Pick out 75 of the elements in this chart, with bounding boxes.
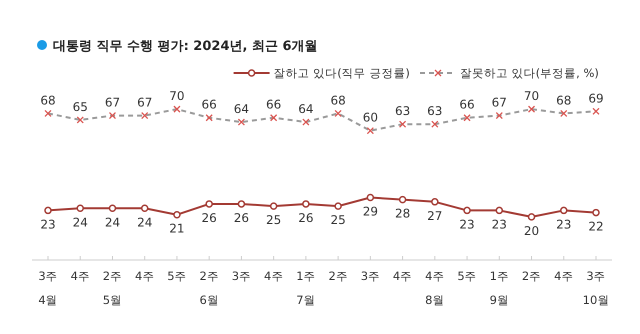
data-label: 63: [394, 104, 410, 118]
data-label: 23: [459, 217, 475, 232]
data-label: 68: [40, 93, 56, 108]
data-label: 28: [394, 206, 410, 221]
point: [238, 200, 246, 208]
data-label: 67: [137, 96, 152, 110]
data-label: 27: [427, 208, 442, 223]
data-label: 69: [588, 91, 604, 106]
data-label: 24: [137, 215, 152, 230]
x-tick-label: 1주 7월: [296, 269, 316, 307]
data-label: 25: [266, 213, 282, 228]
point: [334, 202, 342, 210]
x-tick-label: 3주: [232, 269, 252, 283]
point: [140, 204, 148, 212]
x-tick-label: 5주: [457, 269, 477, 283]
data-label: 68: [556, 93, 572, 108]
data-label: 70: [524, 89, 540, 104]
legend-label: 잘하고 있다(직무 긍정률): [274, 66, 410, 80]
point: [592, 208, 600, 216]
point: [496, 206, 504, 214]
data-label: 26: [234, 210, 250, 225]
data-label: 67: [104, 96, 120, 110]
data-label: 64: [298, 102, 314, 116]
point: [398, 196, 406, 204]
data-label: 23: [40, 217, 56, 232]
data-label: 68: [330, 93, 346, 108]
x-tick-label: 2주 6월: [200, 269, 219, 307]
data-label: 21: [169, 222, 185, 236]
x-tick-label: 4주: [135, 269, 154, 283]
x-tick-label: 3주 4월: [38, 269, 58, 307]
x-tick-label: 3주: [360, 269, 380, 283]
data-label: 64: [234, 102, 250, 116]
legend-label: 잘못하고 있다(부정률, %): [460, 66, 599, 80]
x-tick-label: 2주 5월: [102, 269, 122, 307]
data-label: 26: [298, 210, 314, 225]
point: [366, 194, 374, 202]
point: [560, 206, 568, 214]
point: [173, 210, 181, 218]
x-tick-label: 4주: [554, 269, 574, 283]
point: [431, 198, 439, 206]
x-tick-label: 4주: [264, 269, 284, 283]
x-tick-label: 1주 9월: [490, 269, 509, 307]
point: [44, 206, 52, 214]
point: [76, 204, 84, 212]
data-label: 23: [556, 217, 572, 232]
chart-title: 대통령 직무 수행 평가: 2024년, 최근 6개월: [53, 39, 318, 54]
point: [302, 200, 310, 208]
data-label: 25: [330, 213, 346, 228]
point: [108, 204, 116, 212]
x-tick-label: 4주: [70, 269, 90, 283]
point: [205, 200, 213, 208]
data-label: 26: [202, 210, 217, 225]
data-label: 70: [169, 89, 185, 104]
data-label: 20: [524, 224, 540, 238]
data-label: 65: [72, 100, 88, 114]
x-tick-label: 2주: [522, 269, 542, 283]
data-label: 63: [427, 104, 442, 118]
data-label: 23: [492, 217, 507, 232]
x-tick-label: 3주 10월: [582, 269, 610, 307]
data-label: 66: [459, 98, 475, 112]
data-label: 29: [362, 204, 378, 218]
data-label: 22: [588, 220, 604, 234]
data-label: 24: [72, 215, 88, 230]
point: [270, 202, 278, 210]
data-label: 24: [104, 215, 120, 230]
data-label: 60: [362, 110, 378, 125]
data-label: 66: [266, 98, 282, 112]
x-tick-label: 4주 8월: [425, 269, 444, 307]
x-tick-label: 5주: [167, 269, 187, 283]
point: [528, 213, 536, 221]
data-label: 66: [202, 98, 217, 112]
data-label: 67: [492, 96, 507, 110]
x-tick-label: 4주: [392, 269, 412, 283]
x-tick-label: 2주: [328, 269, 348, 283]
point: [463, 206, 471, 214]
